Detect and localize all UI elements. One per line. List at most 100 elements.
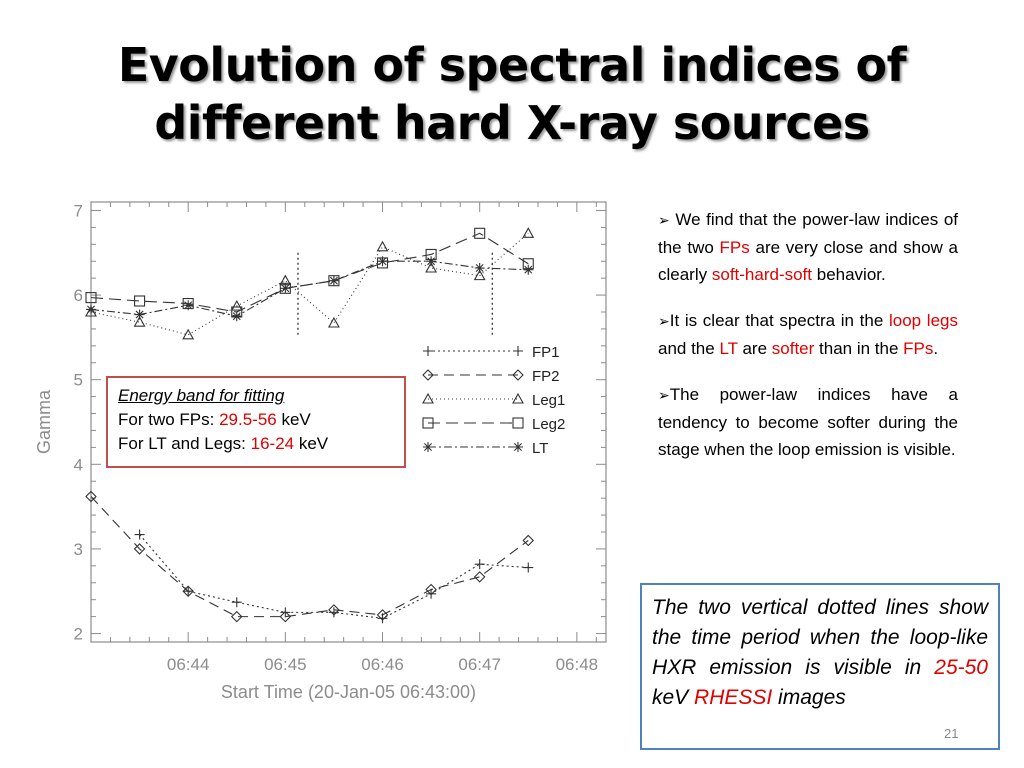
gamma-vs-time-chart: 2 3 4 5 6 7 06:44 06:45 06:46 06:47 06:48 Start Tim… <box>34 201 607 702</box>
y-axis-label: Gamma <box>34 389 54 454</box>
y-tick-label: 4 <box>74 455 83 474</box>
data-point-leg1 <box>133 316 146 327</box>
bullet-2-text-e: . <box>933 339 939 358</box>
note-text-a: The two vertical dotted lines show the t… <box>652 596 988 679</box>
legend-marker-leg1 <box>422 392 434 404</box>
x-tick-label: 06:44 <box>167 655 210 674</box>
slide-title-line-2: different hard X-ray sources <box>154 96 870 150</box>
series-line-fp2 <box>90 496 529 618</box>
lt-band: 16-24 <box>250 434 295 453</box>
fitting-band-fps: For two FPs: 29.5-56 keV <box>118 408 394 432</box>
x-axis-label: Start Time (20-Jan-05 06:43:00) <box>221 682 476 702</box>
x-tick-label: 06:47 <box>458 655 501 674</box>
data-point-fp1 <box>523 562 534 573</box>
data-point-fp2 <box>133 543 146 555</box>
data-point-leg1 <box>182 328 195 340</box>
bullet-2-fps: FPs <box>903 339 934 358</box>
legend-marker-lt <box>513 442 523 452</box>
data-point-fp1 <box>474 559 485 570</box>
lt-prefix: For LT and Legs: <box>118 434 251 453</box>
bullet-2: ➢It is clear that spectra in the loop le… <box>658 307 958 362</box>
bullet-1-text-b: are very close and show a clearly <box>658 238 958 284</box>
legend-marker-leg2 <box>512 417 524 429</box>
bullet-1-text-a: We find that the power-law indices of th… <box>658 210 958 257</box>
data-point-fp1 <box>231 597 242 608</box>
legend-label-lt: LT <box>532 440 548 457</box>
data-point-leg1 <box>230 299 243 311</box>
note-rhessi: RHESSI <box>694 686 773 709</box>
bullet-2-text-c: are <box>737 339 772 358</box>
legend-marker-lt <box>423 442 433 452</box>
legend-marker-leg1 <box>512 392 524 404</box>
y-tick-label: 7 <box>74 201 83 220</box>
slide-title: Evolution of spectral indices of differe… <box>0 36 1024 152</box>
legend-label-leg2: Leg2 <box>532 416 565 433</box>
y-tick-label: 2 <box>74 625 83 644</box>
data-point-fp2 <box>279 610 292 623</box>
legend-marker-fp1 <box>513 346 523 356</box>
bullet-1-fps: FPs <box>719 238 750 257</box>
dotted-lines-note: The two vertical dotted lines show the t… <box>640 583 1000 750</box>
legend-label-fp1: FP1 <box>532 344 560 361</box>
arrow-bullet-icon: ➢ <box>658 387 670 403</box>
data-point-leg1 <box>473 269 486 281</box>
legend-marker-fp2 <box>422 369 434 381</box>
plot-frame <box>90 201 607 643</box>
data-point-leg1 <box>376 240 389 252</box>
legend-label-fp2: FP2 <box>532 368 560 385</box>
bullet-2-softer: softer <box>771 339 815 358</box>
data-point-fp2 <box>328 604 340 616</box>
series-line-leg2 <box>90 232 529 313</box>
data-point-leg1 <box>522 227 535 238</box>
fps-unit: keV <box>276 410 311 429</box>
bullet-2-text-b: and the <box>658 339 720 358</box>
fitting-band-header: Energy band for fitting <box>118 386 285 405</box>
data-point-leg1 <box>425 261 438 273</box>
bullet-2-text-a: It is clear that spectra in the <box>669 311 889 330</box>
data-point-fp2 <box>85 490 97 503</box>
note-text-b: keV <box>652 686 695 709</box>
data-point-lt <box>86 304 96 315</box>
data-point-fp2 <box>376 609 389 621</box>
bullet-3-text: The power-law indices have a tendency to… <box>658 385 958 459</box>
x-tick-label: 06:48 <box>556 655 599 674</box>
bullet-list: ➢ We find that the power-law indices of … <box>658 206 958 482</box>
slide-title-line-1: Evolution of spectral indices of <box>117 38 907 92</box>
data-point-fp2 <box>230 610 243 623</box>
bullet-2-lt: LT <box>719 339 738 358</box>
fitting-band-lt-legs: For LT and Legs: 16-24 keV <box>118 432 394 456</box>
data-point-fp1 <box>134 529 145 540</box>
data-point-lt <box>134 309 145 320</box>
data-point-leg1 <box>327 316 340 328</box>
legend-marker-leg2 <box>422 417 434 429</box>
series-line-lt <box>90 260 529 317</box>
data-point-fp2 <box>522 534 535 547</box>
bullet-2-loop-legs: loop legs <box>888 311 958 330</box>
data-point-leg2 <box>85 292 97 304</box>
legend-marker-fp1 <box>423 346 433 356</box>
data-point-lt <box>183 300 194 311</box>
arrow-bullet-icon: ➢ <box>658 313 670 329</box>
legend-label-leg1: Leg1 <box>532 392 565 409</box>
bullet-1: ➢ We find that the power-law indices of … <box>658 206 958 288</box>
fps-band: 29.5-56 <box>219 410 277 429</box>
data-point-leg2 <box>134 295 146 307</box>
data-point-fp2 <box>425 583 437 596</box>
data-point-lt <box>426 256 437 267</box>
x-tick-label: 06:45 <box>264 655 307 674</box>
data-point-lt <box>474 263 485 273</box>
series-line-fp1 <box>139 534 529 619</box>
arrow-bullet-icon: ➢ <box>658 212 670 228</box>
data-point-lt <box>523 264 534 275</box>
fitting-band-box: Energy band for fitting For two FPs: 29.… <box>106 376 406 468</box>
note-band: 25-50 <box>934 656 988 679</box>
x-tick-label: 06:46 <box>361 655 404 674</box>
legend-marker-fp2 <box>512 369 524 381</box>
data-point-fp2 <box>473 571 486 583</box>
lt-unit: keV <box>294 434 329 453</box>
data-point-fp1 <box>328 607 339 618</box>
slide-number: 21 <box>944 726 959 741</box>
note-text-c: images <box>772 686 846 709</box>
data-point-lt <box>280 283 291 294</box>
bullet-1-soft-hard-soft: soft-hard-soft <box>711 265 813 284</box>
